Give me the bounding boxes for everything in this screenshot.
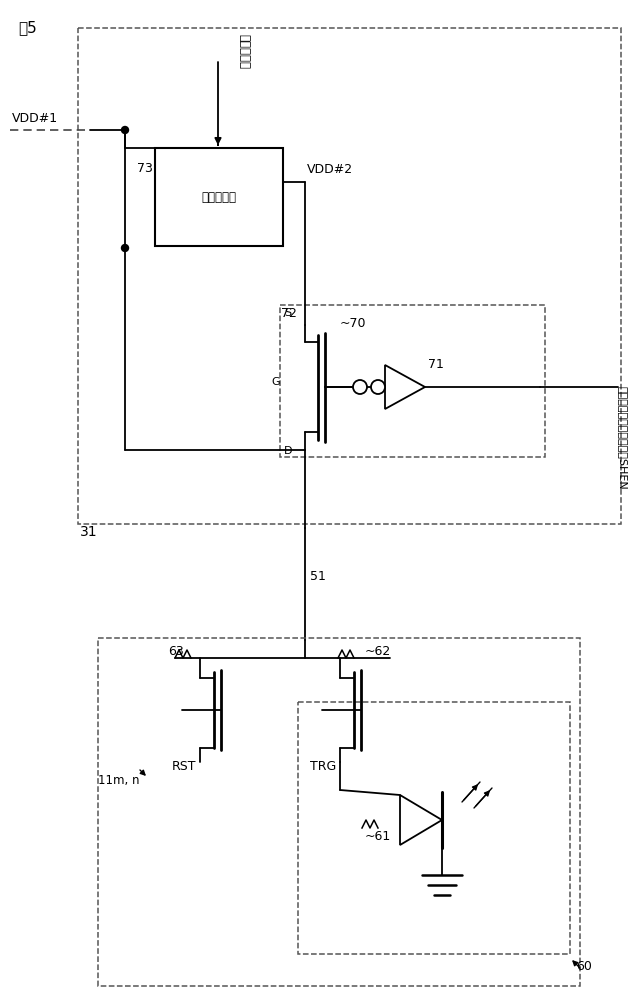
Text: 51: 51 (310, 570, 326, 583)
Text: 60: 60 (576, 960, 592, 973)
Text: 図5: 図5 (18, 20, 36, 35)
Text: 動作モード: 動作モード (237, 34, 250, 69)
Circle shape (371, 380, 385, 394)
Polygon shape (400, 795, 442, 845)
Text: 31: 31 (80, 525, 98, 539)
Text: 73: 73 (137, 162, 153, 175)
Text: S: S (284, 308, 291, 318)
Circle shape (122, 127, 129, 134)
Text: 読み出しイネーブル信号SHEN: 読み出しイネーブル信号SHEN (617, 386, 627, 490)
Text: ~62: ~62 (365, 645, 391, 658)
Text: D: D (284, 446, 292, 456)
Bar (298, 702, 570, 954)
Circle shape (122, 244, 129, 252)
Bar (78, 28, 621, 524)
Bar (280, 305, 545, 457)
Text: 電圧降圧部: 電圧降圧部 (202, 190, 237, 203)
Text: G: G (271, 377, 280, 387)
Text: ~61: ~61 (365, 830, 391, 843)
Bar (98, 638, 580, 986)
Text: 72: 72 (281, 307, 297, 320)
Text: 71: 71 (428, 358, 444, 371)
Text: ~70: ~70 (340, 317, 367, 330)
Bar (155, 148, 283, 246)
Text: VDD#2: VDD#2 (307, 163, 353, 176)
Text: TRG: TRG (310, 760, 336, 773)
Text: RST: RST (172, 760, 196, 773)
Text: VDD#1: VDD#1 (12, 112, 58, 125)
Polygon shape (385, 365, 425, 409)
Circle shape (353, 380, 367, 394)
Text: 63: 63 (168, 645, 184, 658)
Text: 11m, n: 11m, n (98, 774, 140, 787)
